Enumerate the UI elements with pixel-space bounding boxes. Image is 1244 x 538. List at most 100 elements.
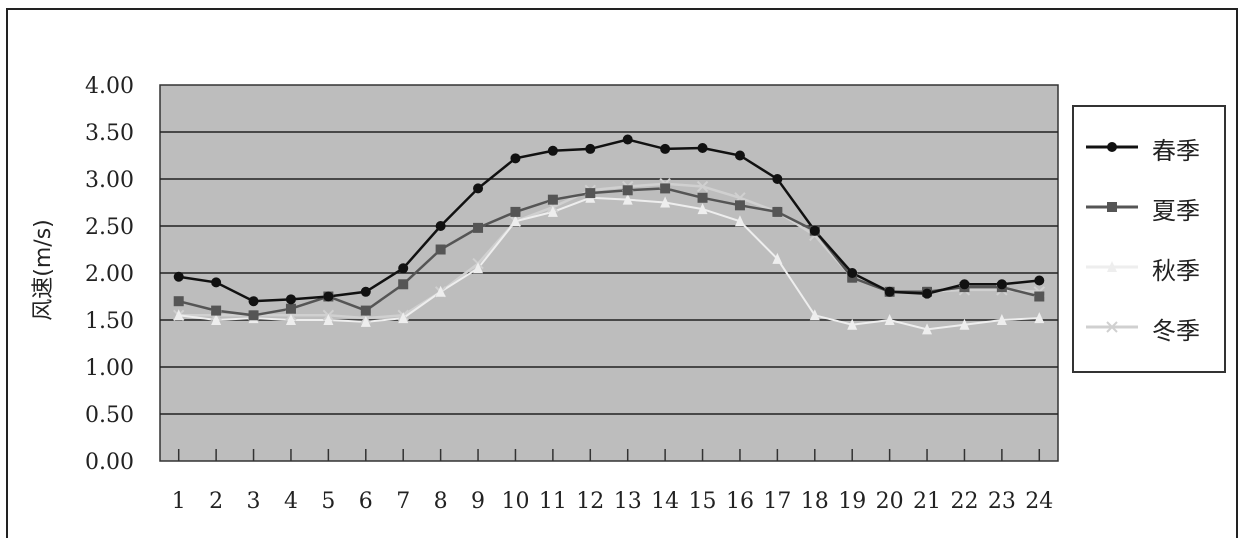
legend-swatch <box>1086 142 1138 152</box>
data-point <box>585 188 596 199</box>
data-point <box>996 314 1007 325</box>
legend-swatch <box>1086 261 1138 272</box>
data-point <box>285 294 296 305</box>
x-tick-label: 14 <box>651 489 679 514</box>
data-point <box>622 134 633 145</box>
x-tick-label: 16 <box>726 489 754 514</box>
data-point <box>1034 312 1045 324</box>
data-point <box>1034 291 1045 302</box>
data-point <box>884 314 895 325</box>
y-tick-label: 1.00 <box>85 356 134 381</box>
data-point <box>285 303 296 314</box>
x-tick-label: 20 <box>876 489 904 514</box>
data-point <box>1034 275 1045 286</box>
x-tick-label: 8 <box>434 489 448 514</box>
legend-label: 夏季 <box>1152 197 1200 225</box>
gridlines <box>160 131 1058 415</box>
data-point <box>248 296 259 307</box>
y-tick-label: 0.00 <box>85 450 134 475</box>
data-point <box>473 183 484 194</box>
data-point <box>473 262 484 274</box>
data-point <box>547 194 558 205</box>
x-tick-label: 19 <box>838 489 866 514</box>
y-tick-label: 3.50 <box>85 121 134 146</box>
data-point <box>323 291 334 302</box>
data-point <box>959 318 970 330</box>
data-point <box>809 309 820 321</box>
data-point <box>697 192 708 203</box>
legend-item: 冬季 <box>1082 307 1222 347</box>
data-point <box>660 183 671 194</box>
data-point <box>884 286 895 297</box>
data-point <box>1107 261 1117 272</box>
data-point <box>435 244 446 255</box>
data-point <box>959 279 970 290</box>
y-axis-ticks: 0.00 0.50 1.00 1.50 2.00 2.50 3.00 3.50 4.00 <box>85 74 134 475</box>
series-line <box>178 138 1040 303</box>
series-lines <box>178 138 1040 331</box>
x-axis-ticks: 1 2 3 4 5 6 7 8 9 10 11 12 13 14 15 16 17 18 19 20 21 22 23 24 <box>172 449 1053 514</box>
data-point <box>734 200 745 211</box>
x-tick-label: 18 <box>801 489 829 514</box>
data-point <box>211 314 222 325</box>
data-point <box>772 206 783 217</box>
legend-item: 秋季 <box>1082 247 1222 287</box>
x-tick-label: 9 <box>471 489 485 514</box>
y-tick-label: 3.00 <box>85 168 134 193</box>
x-tick-label: 1 <box>172 489 186 514</box>
legend-item: 夏季 <box>1082 187 1222 227</box>
x-tick-label: 17 <box>763 489 791 514</box>
data-point <box>285 314 296 325</box>
data-point <box>510 215 521 227</box>
data-point <box>622 185 633 196</box>
y-tick-label: 0.50 <box>85 403 134 428</box>
legend: 春季夏季秋季冬季 <box>1072 105 1226 373</box>
data-point <box>1106 321 1118 333</box>
data-point <box>398 263 409 274</box>
chart-frame <box>6 8 1238 538</box>
data-point <box>211 305 222 316</box>
x-tick-label: 21 <box>913 489 941 514</box>
x-tick-label: 13 <box>614 489 642 514</box>
x-tick-label: 3 <box>247 489 261 514</box>
y-axis-label: 风速(m/s) <box>31 219 56 320</box>
data-point <box>473 222 484 233</box>
x-tick-label: 5 <box>321 489 335 514</box>
legend-swatch <box>1086 321 1138 333</box>
data-point <box>922 323 933 335</box>
data-point <box>510 153 521 164</box>
data-point <box>697 142 708 153</box>
data-point <box>809 225 820 236</box>
data-point <box>847 318 858 330</box>
y-tick-label: 2.00 <box>85 262 134 287</box>
series-markers <box>173 134 1045 335</box>
data-point <box>173 296 184 307</box>
data-point <box>734 215 745 227</box>
data-point <box>734 150 745 161</box>
legend-item: 春季 <box>1082 127 1222 167</box>
data-point <box>996 279 1007 290</box>
data-point <box>622 193 633 205</box>
data-point <box>360 315 371 327</box>
data-point <box>697 203 708 215</box>
data-point <box>585 143 596 154</box>
data-point <box>547 145 558 156</box>
series-line <box>178 196 1040 331</box>
data-point <box>696 180 709 193</box>
legend-swatch <box>1086 202 1138 212</box>
data-point <box>660 196 671 208</box>
data-point <box>660 143 671 154</box>
data-point <box>1107 202 1117 212</box>
x-tick-label: 10 <box>501 489 529 514</box>
x-tick-label: 15 <box>689 489 717 514</box>
data-point <box>772 174 783 184</box>
legend-label: 秋季 <box>1152 257 1200 285</box>
x-tick-label: 24 <box>1025 489 1053 514</box>
data-point <box>360 286 371 297</box>
data-point <box>922 288 933 299</box>
data-point <box>360 305 371 316</box>
data-point <box>510 206 521 217</box>
y-tick-label: 1.50 <box>85 309 134 334</box>
data-point <box>248 310 259 321</box>
